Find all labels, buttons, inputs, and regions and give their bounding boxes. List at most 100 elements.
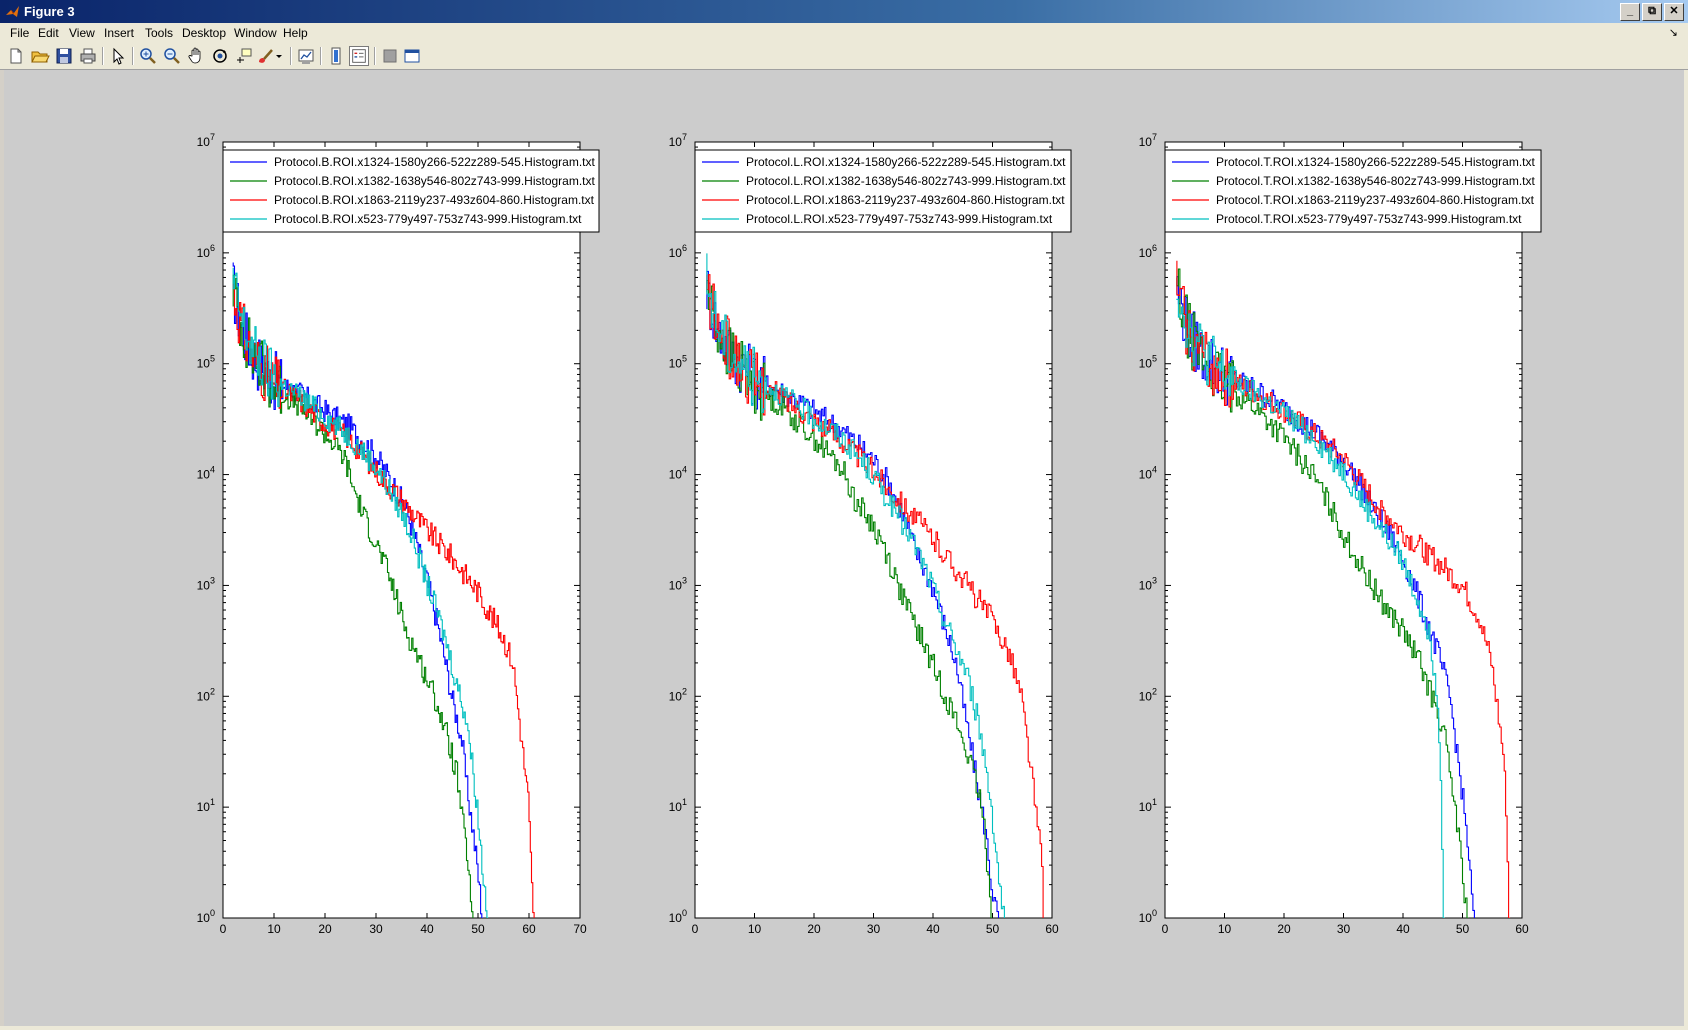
menu-view[interactable]: View (69, 26, 95, 40)
hide-plot-tools-icon[interactable] (380, 46, 400, 66)
y-tick-label: 104 (197, 465, 215, 482)
close-button[interactable]: ✕ (1664, 3, 1684, 21)
x-tick-label: 0 (220, 922, 227, 936)
y-tick-label: 104 (1139, 465, 1157, 482)
x-tick-label: 30 (1337, 922, 1351, 936)
data-cursor-icon[interactable] (234, 46, 254, 66)
plot-area (222, 141, 581, 919)
y-tick-label: 106 (197, 243, 215, 260)
axes-1: 0 10 20 30 40 50 60 70 100 101 102 103 104 105 106 107 P… (197, 132, 600, 936)
series-line (1176, 260, 1511, 918)
menu-file[interactable]: File (10, 26, 30, 40)
x-tick-label: 50 (986, 922, 1000, 936)
legend: Protocol.B.ROI.x1324-1580y266-522z289-54… (222, 149, 600, 233)
rotate-3d-icon[interactable] (210, 46, 230, 66)
series-line (1176, 268, 1469, 918)
x-tick-label: 40 (420, 922, 434, 936)
menu-edit[interactable]: Edit (38, 26, 59, 40)
legend-entry: Protocol.T.ROI.x1863-2119y237-493z604-86… (1216, 193, 1535, 207)
legend-box (222, 149, 600, 233)
y-tick-label: 101 (1139, 797, 1157, 814)
series-line (706, 253, 1005, 918)
x-tick-label: 10 (267, 922, 281, 936)
legend-entry: Protocol.T.ROI.x523-779y497-753z743-999.… (1216, 212, 1522, 226)
series-line (706, 274, 1044, 918)
legend: Protocol.T.ROI.x1324-1580y266-522z289-54… (1164, 149, 1542, 233)
y-tick-label: 104 (669, 465, 687, 482)
legend-box (1164, 149, 1542, 233)
y-tick-label: 100 (197, 908, 215, 925)
zoom-in-icon[interactable] (138, 46, 158, 66)
new-figure-icon[interactable] (6, 46, 26, 66)
menu-desktop[interactable]: Desktop (182, 26, 227, 40)
y-tick-label: 105 (669, 354, 687, 371)
y-tick-label: 103 (669, 575, 687, 592)
legend: Protocol.L.ROI.x1324-1580y266-522z289-54… (694, 149, 1072, 233)
restore-button[interactable]: ⧉ (1642, 3, 1662, 21)
series-line (706, 270, 1000, 918)
x-tick-label: 0 (1162, 922, 1169, 936)
series-line (232, 262, 484, 918)
x-tick-label: 20 (318, 922, 332, 936)
x-tick-label: 20 (1277, 922, 1291, 936)
x-tick-label: 10 (1218, 922, 1232, 936)
legend-entry: Protocol.L.ROI.x523-779y497-753z743-999.… (746, 212, 1053, 226)
x-tick-label: 30 (369, 922, 383, 936)
legend-entry: Protocol.L.ROI.x1863-2119y237-493z604-86… (746, 193, 1065, 207)
y-tick-label: 107 (1139, 132, 1157, 149)
link-plot-icon[interactable] (296, 46, 316, 66)
y-tick-label: 102 (669, 686, 687, 703)
menu-insert[interactable]: Insert (104, 26, 135, 40)
minimize-button[interactable]: _ (1620, 3, 1640, 21)
pan-hand-icon[interactable] (186, 46, 206, 66)
colorbar-icon[interactable] (326, 46, 346, 66)
window-right-border (1684, 70, 1688, 1030)
y-tick-label: 103 (1139, 575, 1157, 592)
edit-plot-arrow-icon[interactable] (108, 46, 128, 66)
menu-help[interactable]: Help (283, 26, 308, 40)
x-tick-label: 0 (692, 922, 699, 936)
dock-arrow-icon[interactable]: ↘ (1668, 27, 1678, 39)
x-tick-label: 60 (1045, 922, 1059, 936)
legend-entry: Protocol.T.ROI.x1382-1638y546-802z743-99… (1216, 174, 1536, 188)
show-plot-tools-icon[interactable] (402, 46, 422, 66)
print-icon[interactable] (78, 46, 98, 66)
legend-entry: Protocol.B.ROI.x1382-1638y546-802z743-99… (274, 174, 596, 188)
open-file-icon[interactable] (30, 46, 50, 66)
matlab-logo-icon (6, 6, 19, 17)
x-tick-label: 50 (1456, 922, 1470, 936)
axes-2: 0 10 20 30 40 50 60 100 101 102 103 104 105 106 107 Pro… (669, 132, 1072, 936)
plot-area (1164, 141, 1523, 919)
legend-icon[interactable] (349, 46, 369, 66)
x-tick-label: 10 (748, 922, 762, 936)
menu-tools[interactable]: Tools (145, 26, 174, 40)
window-bottom-border (0, 1026, 1688, 1030)
menu-window[interactable]: Window (234, 26, 277, 40)
y-tick-label: 100 (1139, 908, 1157, 925)
y-tick-label: 101 (197, 797, 215, 814)
y-tick-label: 105 (1139, 354, 1157, 371)
x-tick-label: 60 (522, 922, 536, 936)
y-tick-label: 106 (1139, 243, 1157, 260)
legend-entry: Protocol.B.ROI.x1863-2119y237-493z604-86… (274, 193, 595, 207)
legend-entry: Protocol.L.ROI.x1382-1638y546-802z743-99… (746, 174, 1066, 188)
axes-3: 0 10 20 30 40 50 60 100 101 102 103 104 105 106 107 Pro… (1139, 132, 1542, 936)
x-tick-label: 50 (471, 922, 485, 936)
x-tick-label: 30 (867, 922, 881, 936)
window-titlebar: Figure 3 _ ⧉ ✕ (0, 0, 1688, 23)
menu-bar: File Edit View Insert Tools Desktop Wind… (0, 23, 1688, 43)
y-tick-label: 107 (669, 132, 687, 149)
legend-box (694, 149, 1072, 233)
brush-dropdown-icon[interactable] (274, 46, 284, 66)
save-icon[interactable] (54, 46, 74, 66)
y-tick-label: 100 (669, 908, 687, 925)
legend-entry: Protocol.B.ROI.x1324-1580y266-522z289-54… (274, 155, 596, 169)
zoom-out-icon[interactable] (162, 46, 182, 66)
figure-toolbar (0, 43, 1688, 70)
brush-icon[interactable] (256, 46, 276, 66)
x-tick-label: 20 (807, 922, 821, 936)
legend-entry: Protocol.B.ROI.x523-779y497-753z743-999.… (274, 212, 582, 226)
y-tick-label: 102 (1139, 686, 1157, 703)
legend-entry: Protocol.T.ROI.x1324-1580y266-522z289-54… (1216, 155, 1536, 169)
